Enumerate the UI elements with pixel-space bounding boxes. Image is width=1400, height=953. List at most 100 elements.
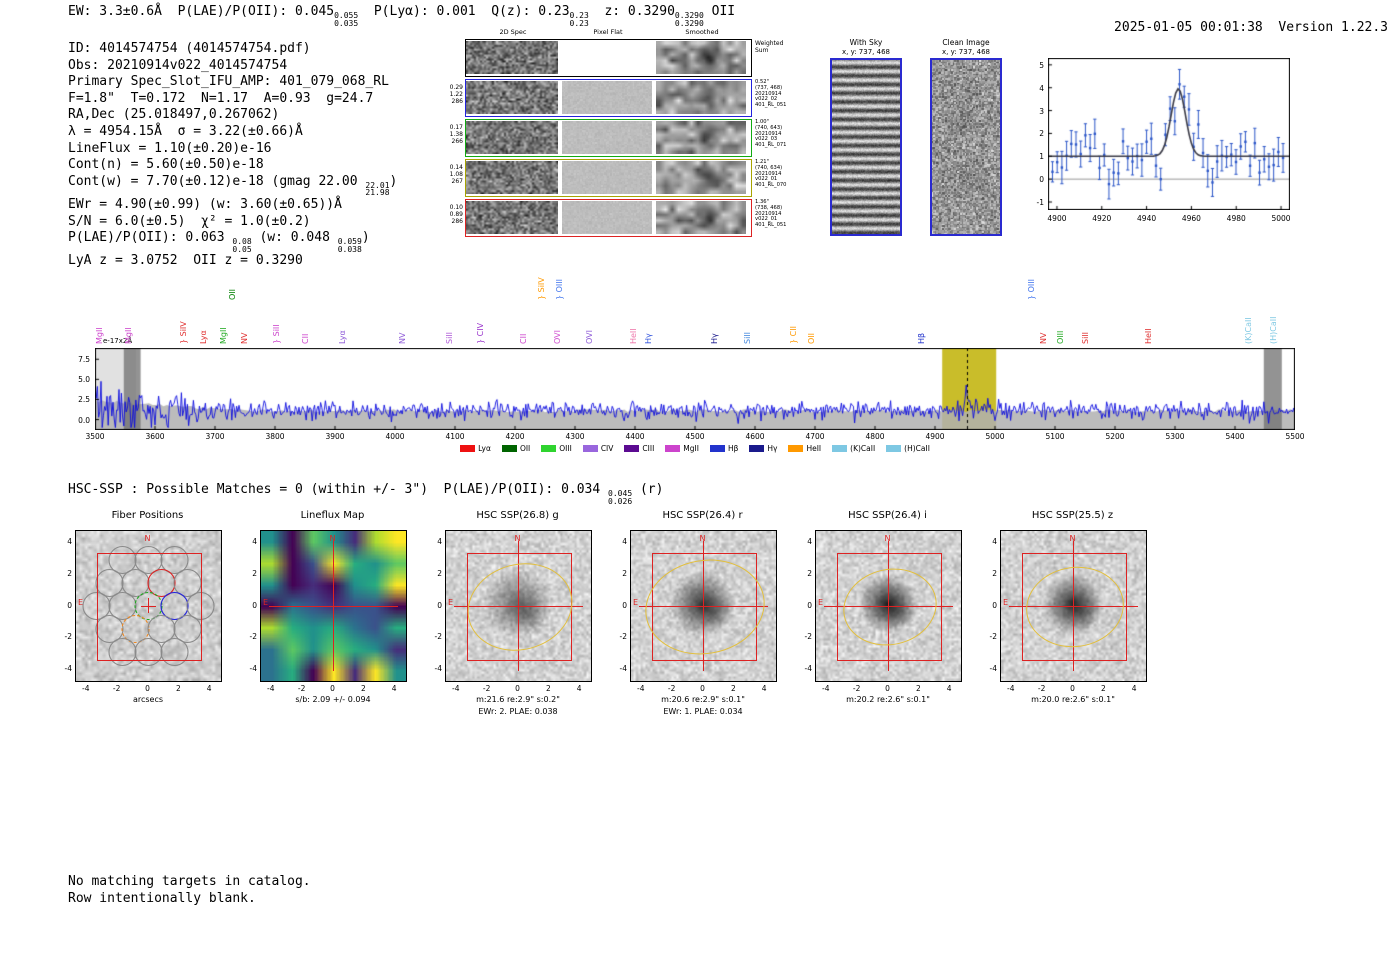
- twod-stat: 286: [451, 218, 463, 225]
- legend-swatch: [665, 445, 681, 452]
- info-line: LineFlux = 1.10(±0.20)e-16: [68, 141, 397, 158]
- footer-notes: No matching targets in catalog. Row inten…: [68, 874, 311, 907]
- north-label: N: [514, 534, 521, 543]
- emission-line-label: SiII: [743, 331, 752, 344]
- spec-xtick: 4600: [745, 432, 765, 441]
- spec-xtick: 4400: [625, 432, 645, 441]
- twod-row-image: [466, 161, 558, 194]
- panel-title: Fiber Positions: [111, 510, 184, 521]
- info-line: Cont(n) = 5.60(±0.50)e-18: [68, 157, 397, 174]
- panel-xtick: 4: [761, 684, 767, 693]
- spec-ytick: 7.5: [78, 355, 90, 365]
- stack-top: 0.3290: [674, 11, 704, 20]
- legend-item: OIII: [541, 444, 572, 453]
- crosshair-v: [1073, 541, 1074, 671]
- legend-item: HeII: [788, 444, 821, 453]
- twod-col-header: Smoothed: [685, 28, 719, 36]
- fiber-circle: [95, 614, 124, 644]
- legend-item: OII: [501, 444, 530, 453]
- text-run: z: 0.3290: [588, 4, 675, 19]
- twod-annot-line: 20210914: [755, 130, 782, 137]
- panel-frame: [815, 530, 962, 682]
- stacked-fraction: 0.23 0.23: [570, 12, 589, 27]
- legend-item: (H)CaII: [886, 444, 930, 453]
- fiber-circle: [160, 545, 189, 575]
- emission-line-label: (K)CaII: [1244, 317, 1253, 344]
- panel-xtick: 2: [545, 684, 551, 693]
- panel-xtick: 0: [330, 684, 335, 693]
- emission-line-label: CII: [300, 333, 310, 344]
- panel-xlabel: arcsecs: [132, 695, 164, 704]
- stack-bottom: 0.23: [569, 18, 589, 28]
- panel-caption-1: s/b: 2.09 +/- 0.094: [295, 695, 371, 704]
- panel-frame: [260, 530, 407, 682]
- center-plus-v: [148, 598, 150, 613]
- twod-stat: 286: [451, 98, 463, 105]
- zoom-ytick: 1: [1039, 152, 1044, 162]
- text-run: S/N = 6.0(±0.5) χ² = 1.0(±0.2): [68, 213, 311, 229]
- stack-bottom: 21.98: [365, 188, 390, 198]
- emission-line-label: MgII: [123, 327, 133, 344]
- legend-item: CIII: [624, 444, 654, 453]
- panel-xtick: -4: [822, 684, 830, 693]
- twod-row-annotation: 1.00" (740, 643) 20210914 v022_03 401_RL_071: [755, 119, 795, 149]
- panel-frame: [1000, 530, 1147, 682]
- text-run: Obs: 20210914v022_4014574754: [68, 57, 288, 73]
- twod-stat: 1.38: [449, 131, 463, 138]
- fiber-circle: [147, 614, 176, 644]
- stack-bottom: 0.035: [334, 18, 359, 28]
- panel-xtick: 2: [730, 684, 736, 693]
- spectrum-legend: Lyα OII OIII CIV CIII MgII Hβ Hγ HeII (K)CaII (H)C…: [95, 444, 1295, 453]
- spec-xtick: 5200: [1105, 432, 1125, 441]
- panel-title: HSC SSP(26.4) i: [848, 510, 927, 521]
- emission-line-label: } CIV: [476, 322, 485, 344]
- panel-caption-1: m:20.0 re:2.6" s:0.1": [1031, 695, 1115, 704]
- legend-label: (K)CaII: [850, 444, 876, 453]
- panel-title: HSC SSP(26.8) g: [476, 510, 559, 521]
- twod-row-image: [656, 201, 746, 234]
- spec-xtick: 5400: [1225, 432, 1245, 441]
- spec-xtick: 4500: [685, 432, 705, 441]
- zoom-ytick: -1: [1036, 198, 1044, 207]
- spec-xtick: 5500: [1285, 432, 1305, 441]
- twod-row-stats: 0.17 1.38 266: [443, 124, 463, 145]
- fiber-circle: [95, 568, 124, 598]
- text-run: Cont(n) = 5.60(±0.50)e-18: [68, 157, 264, 173]
- panel-title: HSC SSP(26.4) r: [662, 510, 743, 521]
- zoomed-spectrum-chart: [1048, 58, 1290, 210]
- emission-line-label: (H)CaII: [1269, 316, 1279, 344]
- info-line: Obs: 20210914v022_4014574754: [68, 58, 397, 75]
- detection-info-block: ID: 4014574754 (4014574754.pdf) Obs: 2021…: [68, 41, 397, 270]
- fiber-circle: [134, 591, 163, 621]
- spec-xtick: 3600: [145, 432, 165, 441]
- east-label: E: [633, 598, 639, 607]
- panel-title: Lineflux Map: [300, 510, 365, 521]
- twod-annot-line: 1.00": [755, 119, 769, 125]
- twod-stat: 0.17: [449, 124, 463, 131]
- panel-xtick: 2: [360, 684, 366, 693]
- panel-caption-2: EWr: 1. PLAE: 0.034: [663, 707, 743, 716]
- legend-swatch: [886, 445, 902, 452]
- zoom-ytick: 0: [1039, 175, 1044, 185]
- legend-swatch: [624, 445, 640, 452]
- panel-xtick: -4: [82, 684, 90, 693]
- emission-line-label: } CII: [789, 326, 799, 344]
- zoom-xtick: 4900: [1047, 214, 1067, 223]
- text-run: Cont(w) = 7.70(±0.12)e-18 (gmag 22.00: [68, 173, 366, 189]
- panel-xtick: 4: [576, 684, 582, 693]
- fiber-circle: [134, 637, 163, 667]
- crosshair-v: [888, 541, 889, 671]
- twod-row-stats: 0.29 1.22 286: [443, 84, 463, 105]
- text-run: ): [389, 173, 398, 189]
- panel-xtick: 0: [1070, 684, 1075, 693]
- twod-annot-line: v022_01: [755, 176, 778, 183]
- twod-annot-line: 20210914: [755, 210, 782, 217]
- twod-annot-line: 1.36": [755, 199, 769, 205]
- info-line: LyA z = 3.0752 OII z = 0.3290: [68, 253, 397, 270]
- twod-annot-line: Sum: [755, 47, 769, 54]
- twod-row-frame: [465, 79, 752, 117]
- twod-row-image: [466, 81, 558, 114]
- legend-label: (H)CaII: [904, 444, 930, 453]
- east-label: E: [263, 598, 269, 607]
- panel-xtick: -2: [112, 684, 121, 693]
